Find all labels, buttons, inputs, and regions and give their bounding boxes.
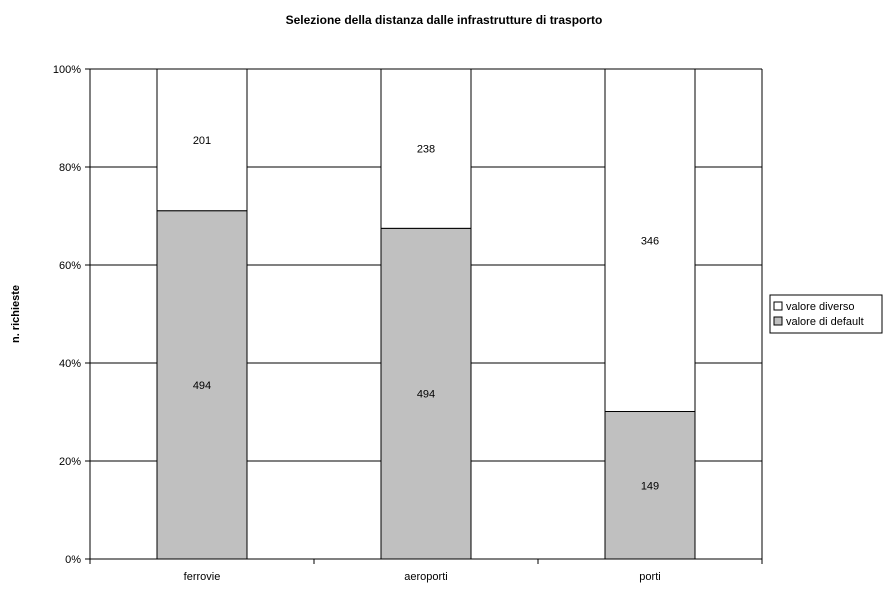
bar-segment [604, 411, 696, 560]
legend-swatch [773, 301, 783, 311]
data-label: 201 [193, 135, 211, 147]
y-tick-label: 0% [65, 554, 81, 566]
legend-box [769, 294, 883, 334]
bar-segment [604, 68, 696, 413]
bar-segment [156, 68, 248, 212]
y-tick-label: 80% [59, 162, 81, 174]
legend-label: valore di default [786, 316, 864, 328]
category-label: porti [639, 571, 660, 583]
y-axis-label: n. richieste [10, 285, 22, 343]
legend-swatch [773, 316, 783, 326]
chart-title: Selezione della distanza dalle infrastru… [286, 13, 603, 27]
category-label: aeroporti [404, 571, 447, 583]
data-label: 494 [417, 389, 435, 401]
y-tick-label: 20% [59, 456, 81, 468]
y-tick-label: 40% [59, 358, 81, 370]
bar-segment [380, 68, 472, 229]
data-label: 149 [641, 480, 659, 492]
category-label: ferrovie [184, 571, 221, 583]
data-label: 494 [193, 380, 211, 392]
data-label: 346 [641, 235, 659, 247]
y-tick-label: 60% [59, 260, 81, 272]
legend-label: valore diverso [786, 301, 854, 313]
bar-segment [380, 227, 472, 560]
data-label: 238 [417, 144, 435, 156]
plot-area: 0% 20% 40% 60% 80% 100% 494 201 ferrovie 494 238 ae… [53, 64, 763, 583]
y-tick-label: 100% [53, 64, 81, 76]
bar-segment [156, 210, 248, 560]
legend: valore diverso valore di default [769, 294, 883, 334]
